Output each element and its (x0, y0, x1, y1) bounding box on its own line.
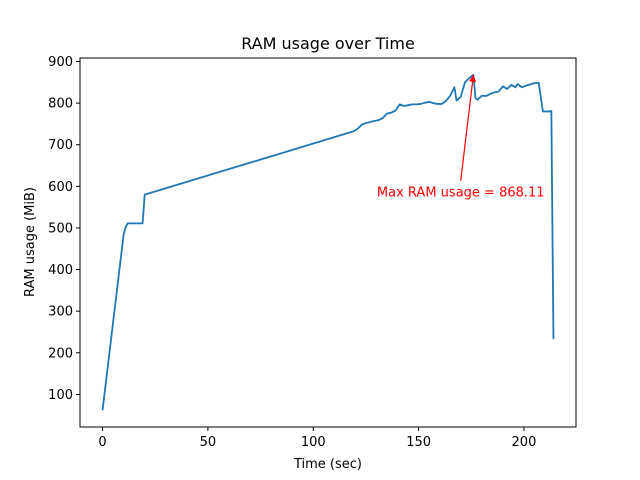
annotation-layer: Max RAM usage = 868.11 (377, 74, 545, 201)
plot-area (79, 57, 577, 428)
annotation-arrow (460, 74, 474, 181)
y-tick-label: 300 (48, 305, 73, 320)
y-tick-label: 800 (48, 97, 73, 112)
annotation-label: Max RAM usage = 868.11 (377, 186, 545, 201)
y-tick-label: 600 (48, 180, 73, 195)
y-tick-label: 100 (48, 388, 73, 403)
series-line (101, 73, 555, 411)
y-tick-label: 700 (48, 138, 73, 153)
y-axis: 100 200 300 400 500 600 700 800 900 (48, 55, 80, 403)
series-layer (101, 73, 555, 411)
x-tick-label: 100 (301, 435, 326, 450)
x-axis-label: Time (sec) (293, 457, 362, 472)
x-tick-label: 0 (98, 435, 106, 450)
y-tick-label: 900 (48, 55, 73, 70)
y-tick-label: 200 (48, 346, 73, 361)
y-axis-label: RAM usage (MiB) (23, 187, 38, 297)
y-tick-label: 400 (48, 263, 73, 278)
x-axis: 0 50 100 150 200 (98, 427, 536, 450)
annotation-arrowhead (469, 74, 477, 83)
x-tick-label: 150 (406, 435, 431, 450)
x-tick-label: 50 (200, 435, 217, 450)
chart-title: RAM usage over Time (241, 34, 415, 53)
y-tick-label: 500 (48, 221, 73, 236)
x-tick-label: 200 (512, 435, 537, 450)
